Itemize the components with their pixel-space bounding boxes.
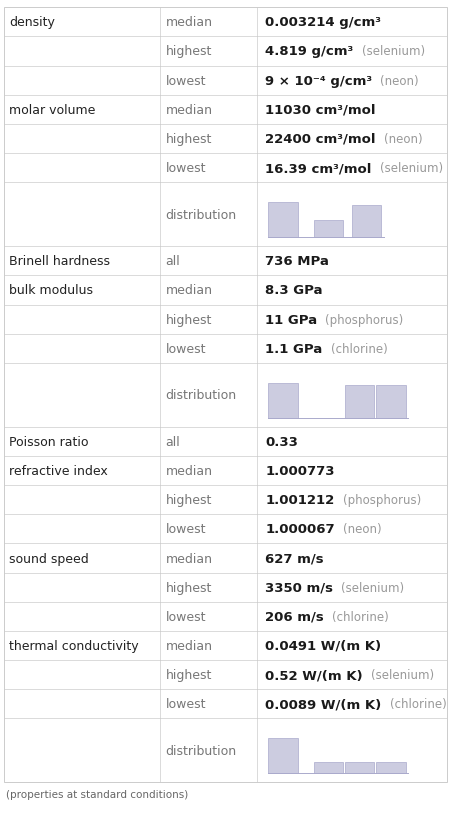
Bar	[376, 386, 406, 418]
Bar	[313, 220, 343, 238]
Text: highest: highest	[166, 668, 212, 681]
Text: lowest: lowest	[166, 75, 206, 88]
Text: 11030 cm³/mol: 11030 cm³/mol	[265, 104, 376, 117]
Text: density: density	[9, 17, 55, 29]
Text: molar volume: molar volume	[9, 104, 96, 117]
Text: lowest: lowest	[166, 161, 206, 175]
Text: 0.33: 0.33	[265, 436, 298, 449]
Text: 11 GPa: 11 GPa	[265, 313, 318, 326]
Text: (selenium): (selenium)	[341, 581, 405, 594]
Text: (neon): (neon)	[381, 75, 419, 88]
Text: lowest: lowest	[166, 342, 206, 355]
Text: 1.000067: 1.000067	[265, 522, 335, 536]
Text: Brinell hardness: Brinell hardness	[9, 255, 110, 268]
Text: (phosphorus): (phosphorus)	[343, 493, 421, 507]
Text: 16.39 cm³/mol: 16.39 cm³/mol	[265, 161, 372, 175]
Text: 736 MPa: 736 MPa	[265, 255, 329, 268]
Text: median: median	[166, 284, 212, 297]
Text: highest: highest	[166, 46, 212, 59]
Text: 0.0491 W/(m K): 0.0491 W/(m K)	[265, 639, 381, 652]
Text: 9 × 10⁻⁴ g/cm³: 9 × 10⁻⁴ g/cm³	[265, 75, 373, 88]
Text: (neon): (neon)	[384, 132, 423, 146]
Text: (selenium): (selenium)	[371, 668, 434, 681]
Text: 4.819 g/cm³: 4.819 g/cm³	[265, 46, 354, 59]
Text: Poisson ratio: Poisson ratio	[9, 436, 88, 449]
Text: median: median	[166, 552, 212, 565]
Text: (neon): (neon)	[343, 522, 382, 536]
Bar	[376, 762, 406, 773]
Text: distribution: distribution	[166, 209, 237, 221]
Text: 206 m/s: 206 m/s	[265, 610, 324, 623]
Text: sound speed: sound speed	[9, 552, 89, 565]
Text: 627 m/s: 627 m/s	[265, 552, 324, 565]
Text: (selenium): (selenium)	[362, 46, 425, 59]
Text: 1.1 GPa: 1.1 GPa	[265, 342, 322, 355]
Bar	[345, 762, 374, 773]
Text: 1.001212: 1.001212	[265, 493, 335, 507]
Text: 0.52 W/(m K): 0.52 W/(m K)	[265, 668, 363, 681]
Text: 0.0089 W/(m K): 0.0089 W/(m K)	[265, 697, 382, 710]
Text: highest: highest	[166, 493, 212, 507]
Bar	[268, 739, 298, 773]
Text: all: all	[166, 255, 180, 268]
Text: (chlorine): (chlorine)	[390, 697, 446, 710]
Bar	[268, 383, 298, 418]
Bar	[352, 205, 382, 238]
Text: highest: highest	[166, 313, 212, 326]
Bar	[345, 386, 374, 418]
Text: median: median	[166, 639, 212, 652]
Text: median: median	[166, 17, 212, 29]
Text: 8.3 GPa: 8.3 GPa	[265, 284, 322, 297]
Text: distribution: distribution	[166, 744, 237, 757]
Text: lowest: lowest	[166, 610, 206, 623]
Bar	[268, 203, 298, 238]
Text: (phosphorus): (phosphorus)	[326, 313, 404, 326]
Text: distribution: distribution	[166, 389, 237, 402]
Text: highest: highest	[166, 132, 212, 146]
Text: lowest: lowest	[166, 522, 206, 536]
Text: median: median	[166, 465, 212, 478]
Text: thermal conductivity: thermal conductivity	[9, 639, 138, 652]
Text: (chlorine): (chlorine)	[331, 342, 387, 355]
Text: (properties at standard conditions): (properties at standard conditions)	[6, 789, 188, 799]
Text: refractive index: refractive index	[9, 465, 108, 478]
Text: median: median	[166, 104, 212, 117]
Bar	[313, 762, 343, 773]
Text: all: all	[166, 436, 180, 449]
Text: 3350 m/s: 3350 m/s	[265, 581, 333, 594]
Text: lowest: lowest	[166, 697, 206, 710]
Text: (selenium): (selenium)	[380, 161, 443, 175]
Text: (chlorine): (chlorine)	[332, 610, 389, 623]
Text: highest: highest	[166, 581, 212, 594]
Text: bulk modulus: bulk modulus	[9, 284, 93, 297]
Text: 22400 cm³/mol: 22400 cm³/mol	[265, 132, 376, 146]
Text: 0.003214 g/cm³: 0.003214 g/cm³	[265, 17, 381, 29]
Text: 1.000773: 1.000773	[265, 465, 335, 478]
